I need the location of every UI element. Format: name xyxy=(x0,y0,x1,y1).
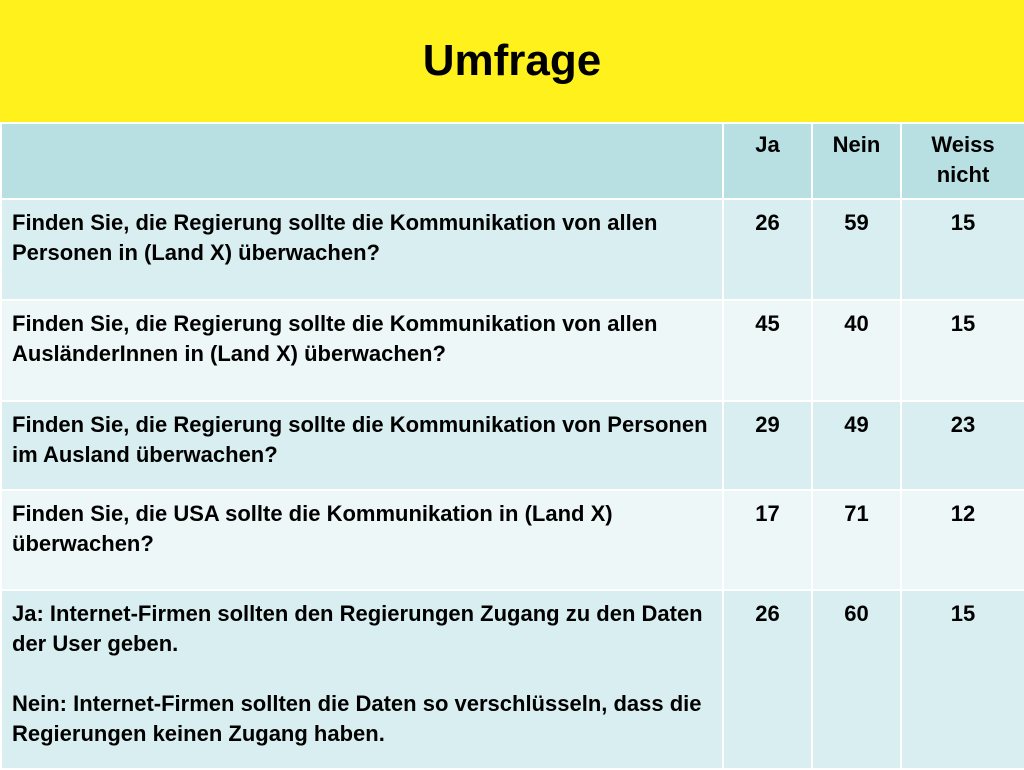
value-nein: 60 xyxy=(811,589,902,770)
value-ja: 29 xyxy=(722,400,813,491)
question-nein-text: Nein: Internet-Firmen sollten die Daten … xyxy=(12,691,702,746)
header-cell-weiss-nicht: Weiss nicht xyxy=(900,122,1024,200)
question-ja-text: Ja: Internet-Firmen sollten den Regierun… xyxy=(12,601,703,656)
table-row: Finden Sie, die Regierung sollte die Kom… xyxy=(0,299,1024,402)
table-row: Finden Sie, die Regierung sollte die Kom… xyxy=(0,198,1024,301)
header-cell-ja: Ja xyxy=(722,122,813,200)
page-title: Umfrage xyxy=(422,36,602,85)
question-cell: Ja: Internet-Firmen sollten den Regierun… xyxy=(0,589,724,770)
table-header-row: Ja Nein Weiss nicht xyxy=(0,122,1024,200)
value-ja: 17 xyxy=(722,489,813,591)
value-nein: 71 xyxy=(811,489,902,591)
header-cell-question xyxy=(0,122,724,200)
question-cell: Finden Sie, die Regierung sollte die Kom… xyxy=(0,400,724,491)
survey-table: Ja Nein Weiss nicht Finden Sie, die Regi… xyxy=(0,122,1024,770)
header-cell-nein: Nein xyxy=(811,122,902,200)
value-weiss-nicht: 15 xyxy=(900,198,1024,301)
title-bar xyxy=(0,0,1024,122)
question-cell: Finden Sie, die Regierung sollte die Kom… xyxy=(0,299,724,402)
value-nein: 59 xyxy=(811,198,902,301)
value-ja: 26 xyxy=(722,198,813,301)
value-ja: 45 xyxy=(722,299,813,402)
value-weiss-nicht: 23 xyxy=(900,400,1024,491)
question-cell: Finden Sie, die USA sollte die Kommunika… xyxy=(0,489,724,591)
value-weiss-nicht: 15 xyxy=(900,589,1024,770)
table-row: Finden Sie, die Regierung sollte die Kom… xyxy=(0,400,1024,491)
value-weiss-nicht: 12 xyxy=(900,489,1024,591)
value-nein: 49 xyxy=(811,400,902,491)
value-ja: 26 xyxy=(722,589,813,770)
table-row: Ja: Internet-Firmen sollten den Regierun… xyxy=(0,589,1024,770)
value-weiss-nicht: 15 xyxy=(900,299,1024,402)
table-row: Finden Sie, die USA sollte die Kommunika… xyxy=(0,489,1024,591)
question-cell: Finden Sie, die Regierung sollte die Kom… xyxy=(0,198,724,301)
value-nein: 40 xyxy=(811,299,902,402)
